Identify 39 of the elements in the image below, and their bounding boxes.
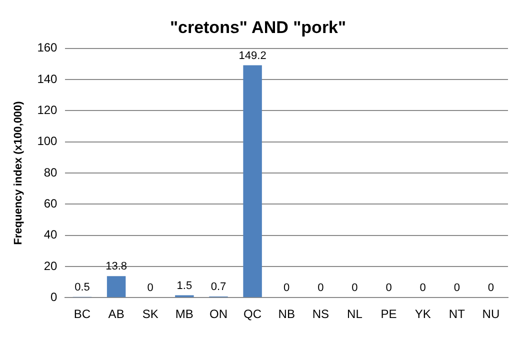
bar (243, 65, 262, 298)
data-label: 0.5 (74, 281, 90, 294)
data-label: 0 (318, 282, 324, 294)
x-tick-label: SK (142, 307, 158, 322)
data-label: 0 (284, 282, 290, 294)
data-label: 1.5 (176, 280, 192, 292)
y-tick-label: 20 (44, 258, 58, 273)
y-tick-label: 100 (37, 134, 58, 148)
y-tick-label: 0 (50, 290, 58, 304)
x-tick-label: NS (312, 307, 330, 322)
data-label: 0 (420, 282, 426, 294)
x-tick-label: QC (244, 307, 262, 322)
y-tick-label: 80 (44, 165, 58, 180)
x-tick-label: YK (414, 307, 431, 322)
data-label: 149.2 (238, 50, 266, 62)
y-tick-label: 140 (37, 72, 58, 86)
x-tick-label: ON (209, 307, 228, 322)
chart-title: "cretons" AND "pork" (170, 18, 346, 37)
data-label: 0 (147, 282, 154, 294)
y-tick-label: 60 (44, 196, 58, 210)
data-label: 0 (454, 282, 460, 294)
x-tick-label: NL (347, 307, 363, 322)
y-tick-label: 40 (44, 228, 58, 242)
data-label: 0 (488, 282, 494, 294)
bar (106, 276, 126, 298)
x-tick-label: BC (74, 307, 91, 322)
x-tick-label: PE (380, 307, 397, 322)
x-tick-label: NU (482, 307, 500, 322)
data-label: 0 (386, 282, 392, 294)
data-label: 0.7 (210, 281, 226, 294)
x-tick-label: NB (278, 307, 295, 322)
x-tick-label: NT (448, 307, 466, 322)
data-label: 13.8 (106, 260, 128, 273)
x-tick-label: MB (175, 307, 194, 322)
data-label: 0 (352, 282, 358, 294)
y-tick-label: 160 (37, 40, 58, 55)
y-axis-title: Frequency index (x100,000) (12, 100, 25, 245)
x-tick-label: AB (108, 307, 124, 322)
y-tick-label: 120 (37, 103, 58, 118)
